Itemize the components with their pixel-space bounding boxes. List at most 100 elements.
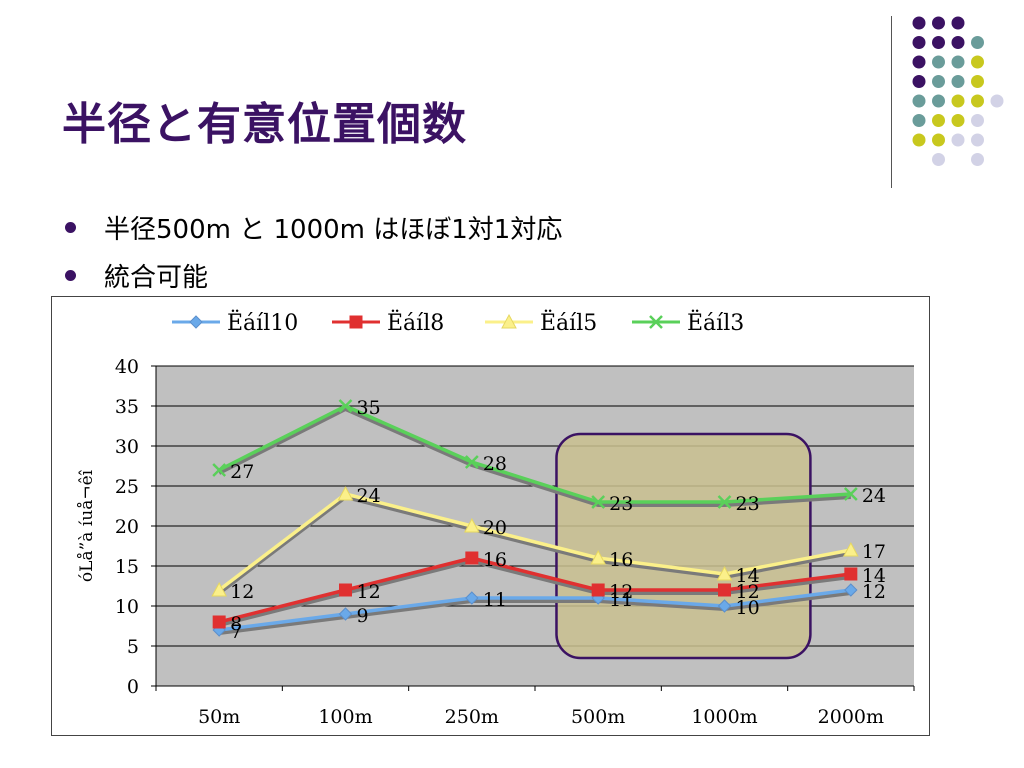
data-label: 16 xyxy=(483,549,507,571)
data-label: 17 xyxy=(862,541,886,563)
x-tick-label: 2000m xyxy=(818,706,884,728)
decorative-dot xyxy=(951,94,965,108)
decorative-dot xyxy=(912,36,926,49)
series-shadow xyxy=(218,591,852,635)
decorative-dot xyxy=(951,114,965,127)
slide-title: 半径と有意位置個数 xyxy=(62,99,467,150)
y-tick-label: 10 xyxy=(115,596,139,618)
data-label: 11 xyxy=(609,589,633,611)
decorative-dot xyxy=(912,75,926,88)
highlight-box xyxy=(555,432,812,660)
data-point xyxy=(843,487,858,501)
data-point xyxy=(337,485,354,501)
data-label: 16 xyxy=(609,549,633,571)
y-tick-label: 20 xyxy=(115,516,139,538)
line-chart: 0 5 10 15 20 25 30 35 40 50m 100m 250m 500m 1000m 2000… xyxy=(51,296,930,736)
legend-label: Ëáíl8 xyxy=(387,309,444,336)
y-tick-label: 30 xyxy=(115,436,139,458)
decorative-dot xyxy=(951,36,965,49)
chart-svg: 0 5 10 15 20 25 30 35 40 50m 100m 250m 500m 1000m 2000… xyxy=(77,309,915,728)
data-label: 27 xyxy=(230,461,254,483)
data-label: 9 xyxy=(357,605,369,627)
legend-item: Ëáíl3 xyxy=(632,309,744,336)
decorative-dot xyxy=(932,153,945,166)
series-line xyxy=(218,588,852,632)
data-point xyxy=(844,583,858,597)
series-shadow xyxy=(218,558,852,627)
y-tick-label: 15 xyxy=(115,556,139,578)
legend-item: Ëáíl8 xyxy=(332,309,444,336)
data-label: 8 xyxy=(230,613,242,635)
data-point xyxy=(189,315,203,329)
data-point xyxy=(591,495,606,509)
y-tick-label: 35 xyxy=(115,396,139,418)
legend-label: Ëáíl5 xyxy=(540,309,597,336)
data-point xyxy=(338,607,353,621)
x-tick-label: 1000m xyxy=(691,706,757,728)
decorative-dot xyxy=(912,114,926,127)
decorative-dot xyxy=(971,94,984,108)
data-label: 12 xyxy=(230,581,254,603)
series-Ëáíl10 xyxy=(212,583,858,637)
data-point xyxy=(463,517,480,533)
legend: Ëáíl10 Ëáíl8 Ëáíl5 Ëáíl3 xyxy=(172,309,744,336)
data-point xyxy=(591,583,605,597)
data-label: 24 xyxy=(862,485,886,507)
decorative-divider xyxy=(891,16,892,188)
data-point xyxy=(212,615,226,629)
series-line xyxy=(218,556,852,624)
y-tick-label: 40 xyxy=(115,356,139,378)
legend-label: Ëáíl3 xyxy=(687,309,744,336)
data-point xyxy=(465,591,479,605)
data-point xyxy=(717,495,732,509)
decorative-dot xyxy=(912,94,926,108)
data-point xyxy=(718,583,731,597)
decorative-dot xyxy=(971,114,984,127)
decorative-dot-grid xyxy=(912,16,1004,166)
series-Ëáíl8 xyxy=(212,551,858,629)
data-point xyxy=(717,599,732,613)
y-axis-label: óLå”à íuå¬êî xyxy=(77,469,97,582)
series-Ëáíl3 xyxy=(212,399,858,509)
decorative-dot xyxy=(971,75,984,88)
bullet-list: 半径500m と 1000m はほぼ1対1対応 統合可能 xyxy=(62,203,562,299)
decorative-dot xyxy=(932,75,945,88)
decorative-dot xyxy=(971,55,984,69)
y-tick-label: 5 xyxy=(127,636,139,658)
data-label: 11 xyxy=(483,589,507,611)
data-label: 12 xyxy=(736,581,760,603)
data-label: 7 xyxy=(230,621,242,643)
data-label: 28 xyxy=(483,453,507,475)
x-tick-label: 50m xyxy=(198,706,240,728)
data-point xyxy=(716,565,733,581)
bullet-item: 統合可能 xyxy=(62,251,562,299)
data-label: 20 xyxy=(483,517,507,539)
data-point xyxy=(501,313,517,329)
legend-label: Ëáíl10 xyxy=(227,309,298,336)
decorative-dot xyxy=(932,94,945,108)
decorative-dot xyxy=(932,133,945,147)
series-line xyxy=(218,492,852,592)
decorative-dot xyxy=(971,36,984,49)
data-label: 12 xyxy=(862,581,886,603)
data-label: 23 xyxy=(609,493,633,515)
decorative-dot xyxy=(912,55,926,69)
bullet-text: 統合可能 xyxy=(104,262,209,293)
legend-item: Ëáíl10 xyxy=(172,309,298,336)
decorative-dot xyxy=(932,36,945,49)
series-line xyxy=(218,404,851,504)
legend-item: Ëáíl5 xyxy=(485,309,597,336)
data-point xyxy=(844,567,858,581)
decorative-dot xyxy=(951,55,965,69)
data-point xyxy=(339,583,352,597)
bullet-item: 半径500m と 1000m はほぼ1対1対応 xyxy=(62,203,562,251)
x-tick-label: 100m xyxy=(318,706,372,728)
decorative-dot xyxy=(971,133,984,147)
bullet-text: 半径500m と 1000m はほぼ1対1対応 xyxy=(104,214,563,245)
decorative-dot xyxy=(951,75,965,88)
data-label: 12 xyxy=(357,581,381,603)
data-label: 10 xyxy=(736,597,760,619)
decorative-dot xyxy=(912,16,926,30)
data-point xyxy=(338,399,353,413)
data-point xyxy=(211,581,228,597)
